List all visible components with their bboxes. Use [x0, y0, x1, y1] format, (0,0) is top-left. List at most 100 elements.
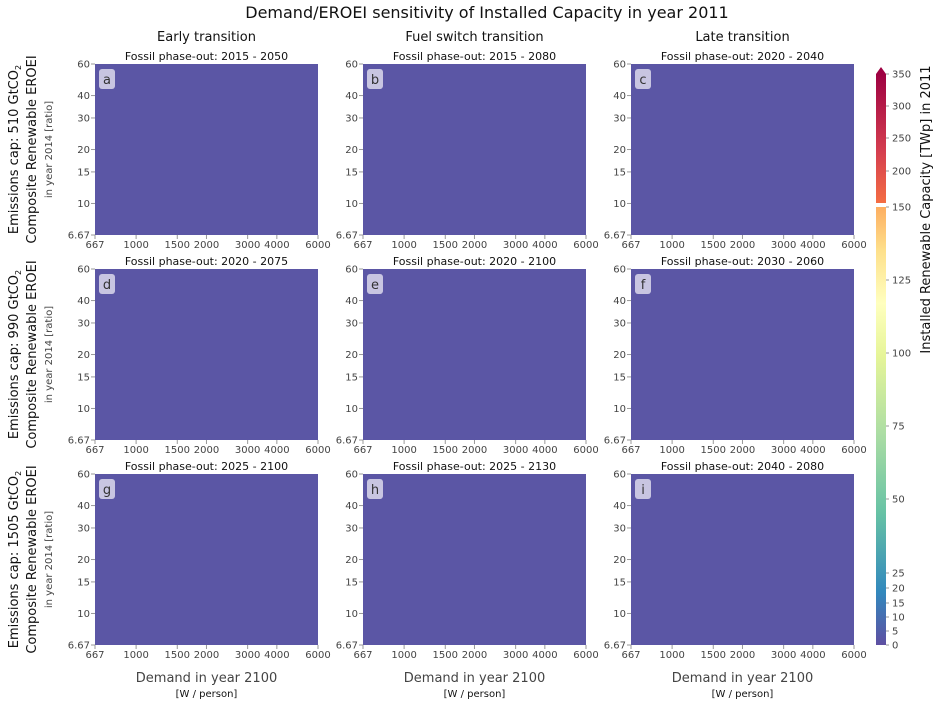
x-tick-label: 1000	[659, 445, 684, 456]
x-tick-label: 667	[85, 650, 104, 661]
y-tick-label: 30	[77, 113, 90, 124]
y-tick-label: 60	[345, 265, 358, 276]
x-tick-label: 1500	[433, 650, 458, 661]
colorbar-upper-segment	[876, 74, 886, 203]
x-tick-label: 1000	[391, 240, 416, 251]
x-axis-label: Demand in year 2100	[672, 671, 813, 686]
y-tick-label: 15	[77, 167, 90, 178]
x-axis-unit: [W / person]	[176, 689, 238, 700]
x-tick-label: 2000	[730, 445, 755, 456]
y-tick-label: 6.67	[336, 436, 358, 447]
colorbar-tick-label: 0	[892, 641, 898, 652]
colorbar-tick-label: 15	[892, 599, 905, 610]
heatmap-cell	[363, 474, 586, 645]
y-tick-label: 30	[613, 318, 626, 329]
y-tick-label: 6.67	[68, 641, 90, 652]
y-tick-label: 20	[613, 555, 626, 566]
column-titles: Early transition Fuel switch transition La…	[157, 30, 790, 45]
y-tick-label: 15	[77, 372, 90, 383]
panel-grid: Fossil phase-out: 2015 - 2050 a 6.67 10 15 20…	[68, 50, 867, 661]
panel-letter: a	[103, 73, 111, 88]
y-tick-label: 60	[345, 470, 358, 481]
panel-letter-badge	[635, 479, 651, 499]
x-tick-label: 6000	[573, 240, 598, 251]
panel-f: Fossil phase-out: 2030 - 2060 f 6.67 10 15 20…	[604, 255, 867, 456]
colorbar-lower-segment	[876, 207, 886, 645]
y-tick-label: 40	[613, 501, 626, 512]
heatmap-cell	[95, 64, 318, 235]
colorbar-tick-label: 5	[892, 627, 898, 638]
x-tick-label: 667	[621, 650, 640, 661]
column-title: Late transition	[695, 30, 789, 45]
colorbar-tick-label: 50	[892, 495, 905, 506]
x-tick-label: 4000	[264, 240, 289, 251]
heatmap-cell	[631, 64, 854, 235]
y-tick-label: 6.67	[68, 436, 90, 447]
panel-i: Fossil phase-out: 2040 - 2080 i 6.67 10 15 20…	[604, 460, 867, 661]
panel-a: Fossil phase-out: 2015 - 2050 a 6.67 10 15 20…	[68, 50, 331, 251]
colorbar-label: Installed Renewable Capacity [TWp] in 20…	[919, 65, 934, 353]
colorbar-tick-label: 10	[892, 613, 905, 624]
x-tick-label: 1500	[165, 240, 190, 251]
y-tick-label: 40	[77, 296, 90, 307]
x-tick-label: 4000	[532, 240, 557, 251]
y-tick-label: 60	[77, 470, 90, 481]
y-tick-label: 20	[345, 350, 358, 361]
x-tick-label: 1500	[433, 445, 458, 456]
colorbar-tick-label: 125	[892, 276, 911, 287]
y-tick-label: 30	[77, 318, 90, 329]
y-tick-label: 15	[613, 372, 626, 383]
x-tick-label: 667	[621, 240, 640, 251]
y-tick-label: 60	[345, 60, 358, 71]
y-tick-label: 10	[77, 199, 90, 210]
y-tick-label: 20	[613, 350, 626, 361]
x-tick-label: 4000	[532, 650, 557, 661]
colorbar-tick-label: 200	[892, 167, 911, 178]
y-tick-label: 40	[345, 296, 358, 307]
y-tick-label: 10	[345, 609, 358, 620]
x-tick-label: 3000	[771, 240, 796, 251]
x-axis-unit: [W / person]	[444, 689, 506, 700]
x-tick-label: 667	[353, 650, 372, 661]
panel-subtitle: Fossil phase-out: 2040 - 2080	[661, 460, 824, 473]
panel-letter-badge	[367, 274, 383, 294]
y-tick-label: 30	[613, 523, 626, 534]
y-tick-label: 60	[613, 265, 626, 276]
panel-subtitle: Fossil phase-out: 2025 - 2100	[125, 460, 288, 473]
row-label-emissions-cap: Emissions cap: 990 GtCO2	[7, 270, 23, 439]
panel-letter: d	[103, 278, 111, 293]
panel-d: Fossil phase-out: 2020 - 2075 d 6.67 10 15 20…	[68, 255, 331, 456]
x-tick-label: 2000	[194, 445, 219, 456]
x-tick-label: 667	[353, 240, 372, 251]
panel-subtitle: Fossil phase-out: 2015 - 2080	[393, 50, 556, 63]
row-label-eroei: Composite Renewable EROEI	[25, 260, 40, 448]
panel-letter-badge	[99, 69, 115, 89]
x-tick-label: 667	[85, 240, 104, 251]
panel-b: Fossil phase-out: 2015 - 2080 b 6.67 10 15 20…	[336, 50, 599, 251]
chart-title: Demand/EROEI sensitivity of Installed Ca…	[245, 3, 728, 22]
row-label-eroei: Composite Renewable EROEI	[25, 55, 40, 243]
panel-subtitle: Fossil phase-out: 2020 - 2100	[393, 255, 556, 268]
y-tick-label: 15	[613, 167, 626, 178]
y-tick-label: 40	[345, 91, 358, 102]
panel-letter: f	[641, 278, 646, 293]
y-tick-label: 40	[77, 501, 90, 512]
row-label: Emissions cap: 1505 GtCO2 Composite Renew…	[7, 465, 55, 653]
x-tick-label: 3000	[235, 240, 260, 251]
y-tick-label: 6.67	[604, 641, 626, 652]
x-tick-label: 1000	[391, 445, 416, 456]
y-tick-label: 10	[77, 404, 90, 415]
y-tick-label: 40	[77, 91, 90, 102]
x-tick-label: 6000	[305, 240, 330, 251]
colorbar-extend-arrow	[876, 67, 886, 74]
colorbar: 0 5 10 15 20 25 50 75 100 125 150 200 250 300 350 Insta…	[876, 65, 934, 652]
y-tick-label: 6.67	[336, 641, 358, 652]
colorbar-tick-label: 250	[892, 134, 911, 145]
panel-letter: g	[103, 483, 111, 498]
x-tick-label: 4000	[264, 445, 289, 456]
y-tick-label: 20	[613, 145, 626, 156]
panel-letter-badge	[99, 274, 115, 294]
x-tick-label: 1000	[391, 650, 416, 661]
y-tick-label: 6.67	[68, 231, 90, 242]
y-tick-label: 60	[77, 60, 90, 71]
